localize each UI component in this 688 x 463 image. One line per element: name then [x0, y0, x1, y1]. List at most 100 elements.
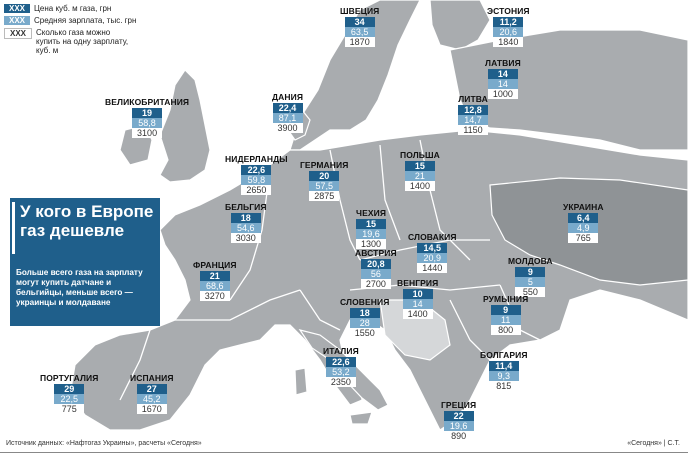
scandinavia-shape — [289, 0, 421, 151]
country-austria: АВСТРИЯ 20,8 56 2700 — [355, 248, 397, 289]
country-volume: 1150 — [458, 125, 488, 135]
country-name: БОЛГАРИЯ — [480, 350, 528, 360]
country-price: 22,4 — [272, 103, 303, 113]
country-salary: 63,5 — [344, 27, 375, 37]
country-salary: 53,2 — [325, 367, 356, 377]
country-volume: 1840 — [493, 37, 524, 47]
country-volume: 550 — [515, 287, 546, 297]
country-volume: 1400 — [404, 181, 435, 191]
country-volume: 1550 — [349, 328, 380, 338]
credit-note: «Сегодня» | С.Т. — [627, 440, 680, 447]
country-name: СЛОВЕНИЯ — [340, 297, 390, 307]
country-name: АВСТРИЯ — [355, 248, 397, 258]
country-name: РУМЫНИЯ — [483, 294, 529, 304]
country-price: 6,4 — [568, 213, 599, 223]
finland-shape — [429, 0, 491, 51]
country-volume: 1400 — [402, 309, 433, 319]
country-values: 9 5 550 — [515, 267, 546, 297]
country-volume: 800 — [490, 325, 521, 335]
country-price: 10 — [402, 289, 433, 299]
country-price: 21 — [199, 271, 230, 281]
country-values: 9 11 800 — [490, 305, 521, 335]
legend-label-volume: Сколько газа можно купить на одну зарпла… — [36, 28, 129, 55]
country-salary: 45,2 — [136, 394, 167, 404]
country-volume: 2350 — [325, 377, 356, 387]
country-volume: 1300 — [356, 239, 387, 249]
country-values: 15 21 1400 — [404, 161, 435, 191]
footer-divider — [0, 452, 688, 453]
country-values: 10 14 1400 — [402, 289, 433, 319]
country-greece: ГРЕЦИЯ 22 19,6 890 — [441, 400, 476, 441]
country-price: 9 — [490, 305, 521, 315]
country-salary: 14 — [487, 79, 518, 89]
country-values: 21 68,6 3270 — [199, 271, 230, 301]
country-slovenia: СЛОВЕНИЯ 18 28 1550 — [340, 297, 389, 338]
country-price: 22,6 — [241, 165, 272, 175]
country-spain: ИСПАНИЯ 27 45,2 1670 — [130, 373, 174, 414]
country-name: ЛИТВА — [458, 94, 488, 104]
country-salary: 28 — [349, 318, 380, 328]
country-volume: 1440 — [417, 263, 448, 273]
country-values: 11,4 9,3 815 — [488, 361, 519, 391]
country-name: ПОЛЬША — [400, 150, 440, 160]
country-volume: 1670 — [136, 404, 167, 414]
country-volume: 2700 — [360, 279, 391, 289]
country-salary: 14 — [402, 299, 433, 309]
country-name: ФРАНЦИЯ — [193, 260, 237, 270]
country-name: ЭСТОНИЯ — [487, 6, 530, 16]
country-salary: 59,8 — [241, 175, 272, 185]
country-price: 22 — [443, 411, 474, 421]
country-price: 20,8 — [360, 259, 391, 269]
legend-label-price: Цена куб. м газа, грн — [34, 4, 112, 13]
country-moldova: МОЛДОВА 9 5 550 — [508, 256, 553, 297]
sardinia-shape — [294, 367, 308, 396]
country-price: 11,2 — [493, 17, 524, 27]
country-price: 14,5 — [417, 243, 448, 253]
country-name: ШВЕЦИЯ — [340, 6, 380, 16]
country-volume: 3030 — [230, 233, 261, 243]
country-sweden: ШВЕЦИЯ 34 63,5 1870 — [340, 6, 379, 47]
country-slovakia: СЛОВАКИЯ 14,5 20,9 1440 — [408, 232, 457, 273]
country-values: 34 63,5 1870 — [344, 17, 375, 47]
country-salary: 56 — [360, 269, 391, 279]
country-estonia: ЭСТОНИЯ 11,2 20,6 1840 — [487, 6, 530, 47]
country-price: 34 — [344, 17, 375, 27]
headline-subtitle: Больше всего газа на зарплату могут купи… — [16, 268, 143, 307]
country-price: 22,6 — [325, 357, 356, 367]
country-volume: 1000 — [487, 89, 518, 99]
country-price: 9 — [515, 267, 546, 277]
country-name: НИДЕРЛАНДЫ — [225, 154, 288, 164]
country-name: ИТАЛИЯ — [323, 346, 359, 356]
legend-key-volume: XXX — [4, 28, 32, 39]
country-name: ВЕНГРИЯ — [397, 278, 439, 288]
country-name: ДАНИЯ — [272, 92, 304, 102]
country-price: 14 — [487, 69, 518, 79]
country-price: 12,8 — [458, 105, 488, 115]
country-values: 22 19,6 890 — [443, 411, 474, 441]
country-volume: 1870 — [344, 37, 375, 47]
country-salary: 5 — [515, 277, 546, 287]
country-salary: 4,9 — [568, 223, 599, 233]
country-salary: 68,6 — [199, 281, 230, 291]
country-values: 12,8 14,7 1150 — [458, 105, 488, 135]
country-price: 29 — [54, 384, 85, 394]
country-volume: 3100 — [132, 128, 163, 138]
country-values: 22,4 87,1 3900 — [272, 103, 303, 133]
country-name: СЛОВАКИЯ — [408, 232, 457, 242]
country-salary: 19,6 — [356, 229, 387, 239]
country-volume: 2875 — [309, 191, 340, 201]
country-uk: ВЕЛИКОБРИТАНИЯ 19 58,8 3100 — [105, 97, 189, 138]
country-belgium: БЕЛЬГИЯ 18 54,6 3030 — [225, 202, 267, 243]
country-values: 18 28 1550 — [349, 308, 380, 338]
legend-key-salary: XXX — [4, 16, 30, 25]
country-volume: 815 — [488, 381, 519, 391]
country-name: ЛАТВИЯ — [485, 58, 521, 68]
legend-label-salary: Средняя зарплата, тыс. грн — [34, 16, 137, 25]
country-salary: 11 — [490, 315, 521, 325]
country-lithuania: ЛИТВА 12,8 14,7 1150 — [458, 94, 488, 135]
country-values: 22,6 59,8 2650 — [241, 165, 272, 195]
country-salary: 19,6 — [443, 421, 474, 431]
country-volume: 890 — [443, 431, 474, 441]
country-salary: 9,3 — [488, 371, 519, 381]
country-salary: 87,1 — [272, 113, 303, 123]
